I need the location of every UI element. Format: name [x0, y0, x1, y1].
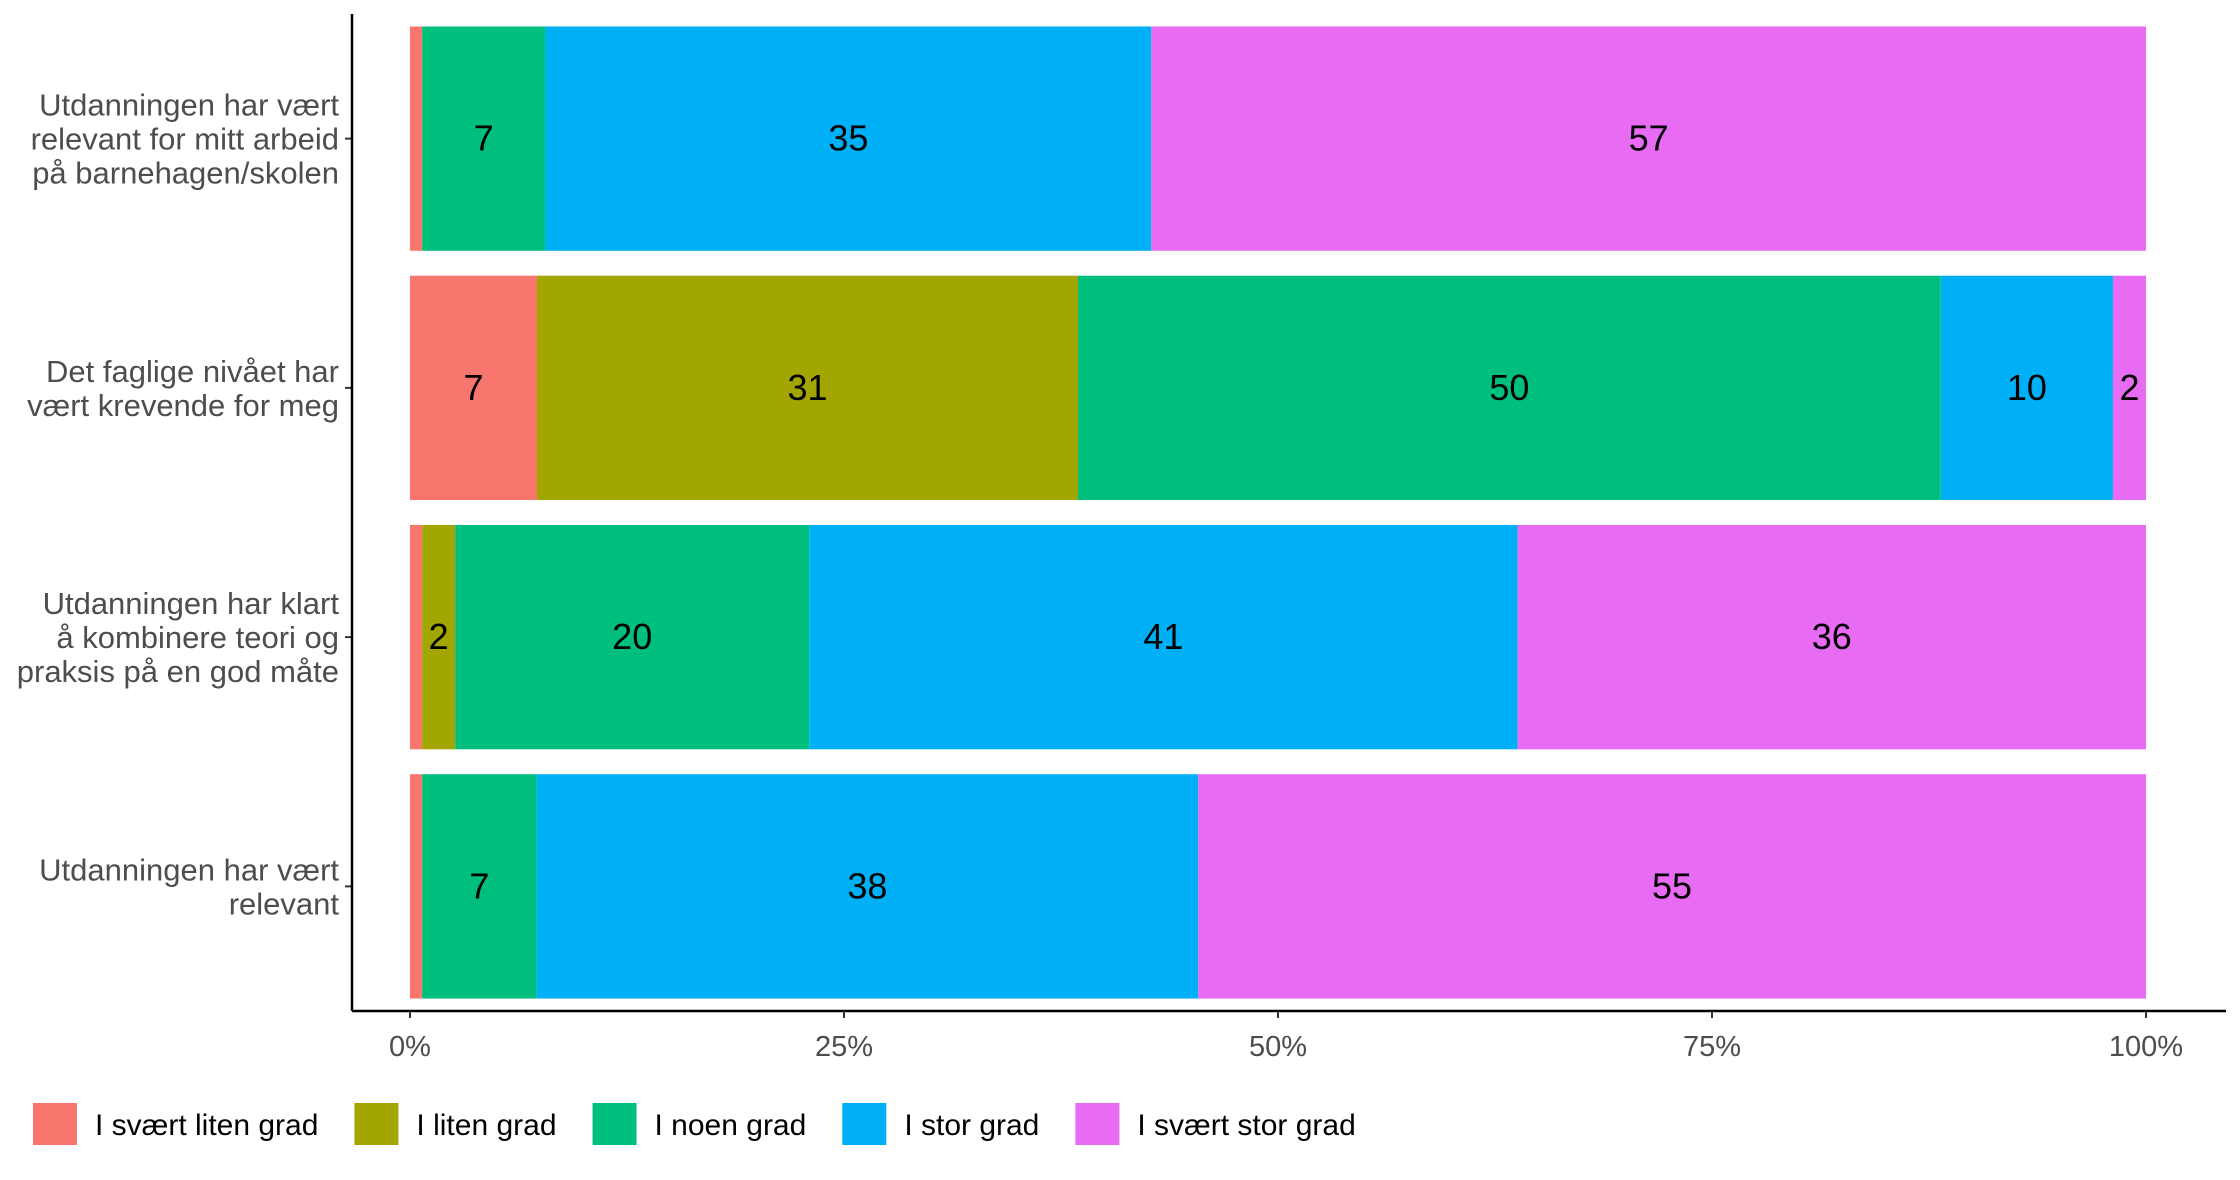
bar-segment	[1517, 524, 2146, 750]
data-label: 7	[463, 367, 483, 408]
category-label-line: Det faglige nivået har	[46, 354, 339, 389]
bar-segment	[410, 275, 537, 501]
legend-key	[592, 1103, 637, 1145]
data-label: 50	[1489, 367, 1529, 408]
bar-segment	[809, 524, 1518, 750]
data-label: 31	[787, 367, 827, 408]
category-label-line: praksis på en god måte	[17, 654, 339, 689]
data-label: 10	[2007, 367, 2047, 408]
bar-segment	[1077, 275, 1941, 501]
legend-key	[33, 1103, 77, 1145]
bars-layer	[410, 26, 2146, 999]
legend-key	[354, 1103, 399, 1145]
category-label-line: vært krevende for meg	[27, 388, 339, 423]
x-tick-label: 25%	[815, 1031, 873, 1063]
bar-segment	[536, 774, 1199, 999]
data-label: 2	[2119, 367, 2139, 408]
x-tick-labels-layer: 0% 25% 50% 75% 100%	[389, 1031, 2183, 1063]
legend-label: I stor grad	[904, 1109, 1039, 1142]
bar-segment	[2112, 275, 2146, 501]
bar-segment	[410, 524, 423, 750]
bar-segment	[455, 524, 810, 750]
bar-segment	[422, 524, 456, 750]
legend-label: I noen grad	[655, 1109, 807, 1142]
x-tick-label: 50%	[1249, 1031, 1307, 1063]
axes-layer	[345, 14, 2226, 1018]
legend-item: I svært stor grad	[1075, 1103, 1356, 1145]
bar-segment	[410, 774, 423, 999]
data-label: 7	[469, 865, 489, 906]
bar-segment	[410, 26, 423, 251]
x-tick-label: 100%	[2109, 1031, 2183, 1063]
data-label: 36	[1812, 616, 1852, 657]
category-label-line: Utdanningen har vært	[39, 88, 339, 123]
category-label-line: Utdanningen har klart	[43, 586, 340, 621]
bar-segment	[1151, 26, 2146, 251]
bar-segment	[1940, 275, 2113, 501]
data-label: 41	[1143, 616, 1183, 657]
legend-item: I liten grad	[354, 1103, 557, 1145]
legend-item: I svært liten grad	[33, 1103, 318, 1145]
category-label-line: å kombinere teori og	[56, 620, 339, 655]
bar-segment	[545, 26, 1152, 251]
data-label: 35	[828, 118, 868, 159]
x-tick-label: 75%	[1683, 1031, 1741, 1063]
bar-segment	[536, 275, 1078, 501]
segment-labels-layer: 7 35 57 7 31 50 10 2 2 20 41 36 7 38 55	[429, 118, 2140, 907]
legend-item: I stor grad	[842, 1103, 1039, 1145]
data-label: 20	[612, 616, 652, 657]
category-label-line: på barnehagen/skolen	[32, 156, 339, 191]
category-label-line: relevant	[229, 886, 340, 921]
bar-segment	[1198, 774, 2146, 999]
data-label: 2	[429, 616, 449, 657]
data-label: 38	[847, 865, 887, 906]
legend-key	[842, 1103, 887, 1145]
legend-item: I noen grad	[592, 1103, 807, 1145]
legend-key	[1075, 1103, 1120, 1145]
legend: I svært liten grad I liten grad I noen gra…	[33, 1103, 1356, 1145]
legend-label: I svært stor grad	[1137, 1109, 1355, 1142]
bar-segment	[422, 26, 546, 251]
data-label: 55	[1652, 865, 1692, 906]
data-label: 57	[1629, 118, 1669, 159]
bar-segment	[422, 774, 537, 999]
x-tick-label: 0%	[389, 1031, 431, 1063]
data-label: 7	[474, 118, 494, 159]
category-label-line: Utdanningen har vært	[39, 852, 339, 887]
legend-label: I liten grad	[416, 1109, 556, 1142]
category-label-line: relevant for mitt arbeid	[31, 122, 339, 157]
legend-label: I svært liten grad	[95, 1109, 318, 1142]
